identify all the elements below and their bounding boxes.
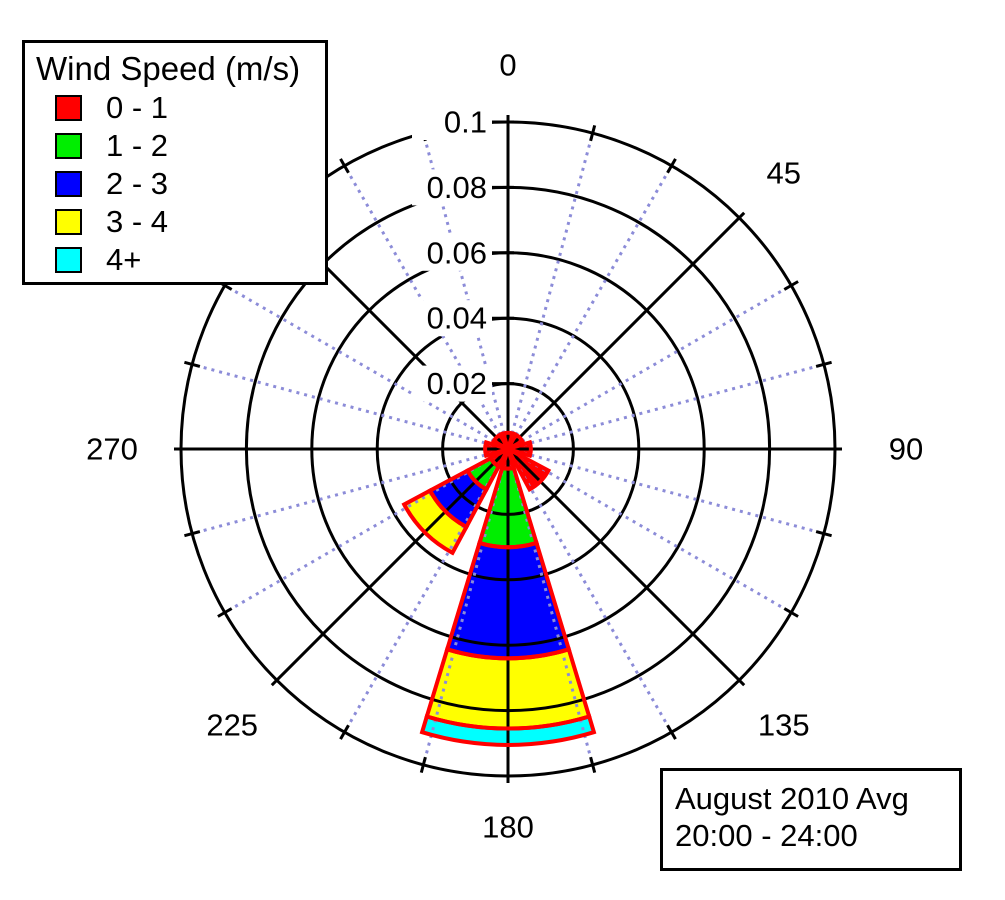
legend-swatch-0 bbox=[55, 95, 82, 121]
angle-label-270: 270 bbox=[86, 432, 138, 467]
outer-tick-60deg bbox=[783, 280, 799, 291]
legend-swatch-2 bbox=[55, 171, 82, 197]
legend-item-2: 2 - 3 bbox=[25, 165, 325, 203]
wedge-outline-315deg-bin0 bbox=[490, 431, 513, 454]
angle-label-90: 90 bbox=[889, 432, 923, 467]
wedge-outline-180deg-bin4 bbox=[419, 714, 597, 747]
legend-swatch-4 bbox=[55, 247, 82, 273]
radial-label-bg-0.02 bbox=[412, 365, 492, 402]
radial-label-bg-0.1 bbox=[412, 104, 492, 140]
axis-labels: 0 45 90 135 180 225 270 0.1 0.08 0.06 0.04 0.02 bbox=[86, 48, 923, 845]
polar-grid bbox=[174, 115, 842, 783]
wedge-outline-90deg-bin0 bbox=[501, 439, 533, 459]
radial-label-bg-0.06 bbox=[412, 234, 492, 271]
radial-label-0.06: 0.06 bbox=[427, 235, 487, 270]
dotted-spoke-75deg bbox=[523, 362, 825, 447]
outer-tick-210deg bbox=[339, 724, 350, 740]
wedge-outline-0deg-bin0 bbox=[500, 430, 516, 456]
annotation-box: August 2010 Avg 20:00 - 24:00 bbox=[660, 768, 962, 871]
outer-tick-105deg bbox=[815, 530, 832, 538]
grid-spoke-45deg bbox=[506, 211, 746, 451]
legend-label-2: 2 - 3 bbox=[106, 166, 169, 201]
radial-label-0.08: 0.08 bbox=[427, 170, 487, 205]
outer-tick-150deg bbox=[666, 724, 677, 740]
legend-title: Wind Speed (m/s) bbox=[36, 50, 301, 87]
legend-label-4: 4+ bbox=[106, 242, 142, 277]
dotted-spoke-120deg bbox=[521, 455, 792, 614]
dotted-spoke-105deg bbox=[523, 451, 825, 536]
angle-label-45: 45 bbox=[767, 156, 801, 191]
outer-tick-165deg bbox=[589, 756, 597, 773]
outer-tick-285deg bbox=[184, 360, 201, 368]
outer-tick-330deg bbox=[339, 158, 350, 174]
radial-label-bg-0.08 bbox=[412, 169, 492, 206]
angle-label-225: 225 bbox=[206, 707, 258, 742]
dotted-spoke-30deg bbox=[514, 165, 673, 436]
outer-tick-255deg bbox=[184, 530, 201, 538]
grid-spoke-135deg bbox=[506, 447, 746, 687]
wedge-outline-45deg-bin0 bbox=[503, 431, 526, 454]
outer-tick-120deg bbox=[783, 607, 799, 618]
outer-tick-195deg bbox=[419, 756, 427, 773]
dotted-spoke-15deg bbox=[510, 132, 595, 434]
outer-tick-30deg bbox=[666, 158, 677, 174]
legend-label-3: 3 - 4 bbox=[106, 204, 169, 239]
legend-item-4: 4+ bbox=[25, 241, 325, 279]
annotation-line-1: August 2010 Avg bbox=[675, 781, 909, 816]
wedge-outline-135deg-bin0 bbox=[503, 444, 552, 493]
annotation-line-2: 20:00 - 24:00 bbox=[675, 818, 858, 853]
angle-label-180: 180 bbox=[482, 810, 534, 845]
angle-label-135: 135 bbox=[758, 707, 810, 742]
radial-label-0.02: 0.02 bbox=[427, 366, 487, 401]
legend-label-1: 1 - 2 bbox=[106, 128, 169, 163]
legend-swatch-3 bbox=[55, 209, 82, 235]
outer-tick-15deg bbox=[589, 125, 597, 142]
angle-label-0: 0 bbox=[499, 48, 516, 83]
grid-spoke-225deg bbox=[270, 447, 510, 687]
legend-item-1: 1 - 2 bbox=[25, 127, 325, 165]
radial-label-0.1: 0.1 bbox=[444, 105, 487, 140]
legend-item-3: 3 - 4 bbox=[25, 203, 325, 241]
legend-item-0: 0 - 1 bbox=[25, 89, 325, 127]
wedge-outlines bbox=[401, 430, 597, 747]
wedge-outline-270deg-bin0 bbox=[483, 439, 515, 459]
wedge-outline-225deg-bin3 bbox=[401, 487, 470, 556]
outer-tick-75deg bbox=[815, 360, 832, 368]
dotted-spoke-60deg bbox=[521, 284, 792, 443]
outer-tick-240deg bbox=[217, 607, 233, 618]
legend-swatch-1 bbox=[55, 133, 82, 159]
legend-label-0: 0 - 1 bbox=[106, 90, 169, 125]
radial-label-bg-0.04 bbox=[412, 300, 492, 337]
radial-label-0.04: 0.04 bbox=[427, 301, 487, 336]
